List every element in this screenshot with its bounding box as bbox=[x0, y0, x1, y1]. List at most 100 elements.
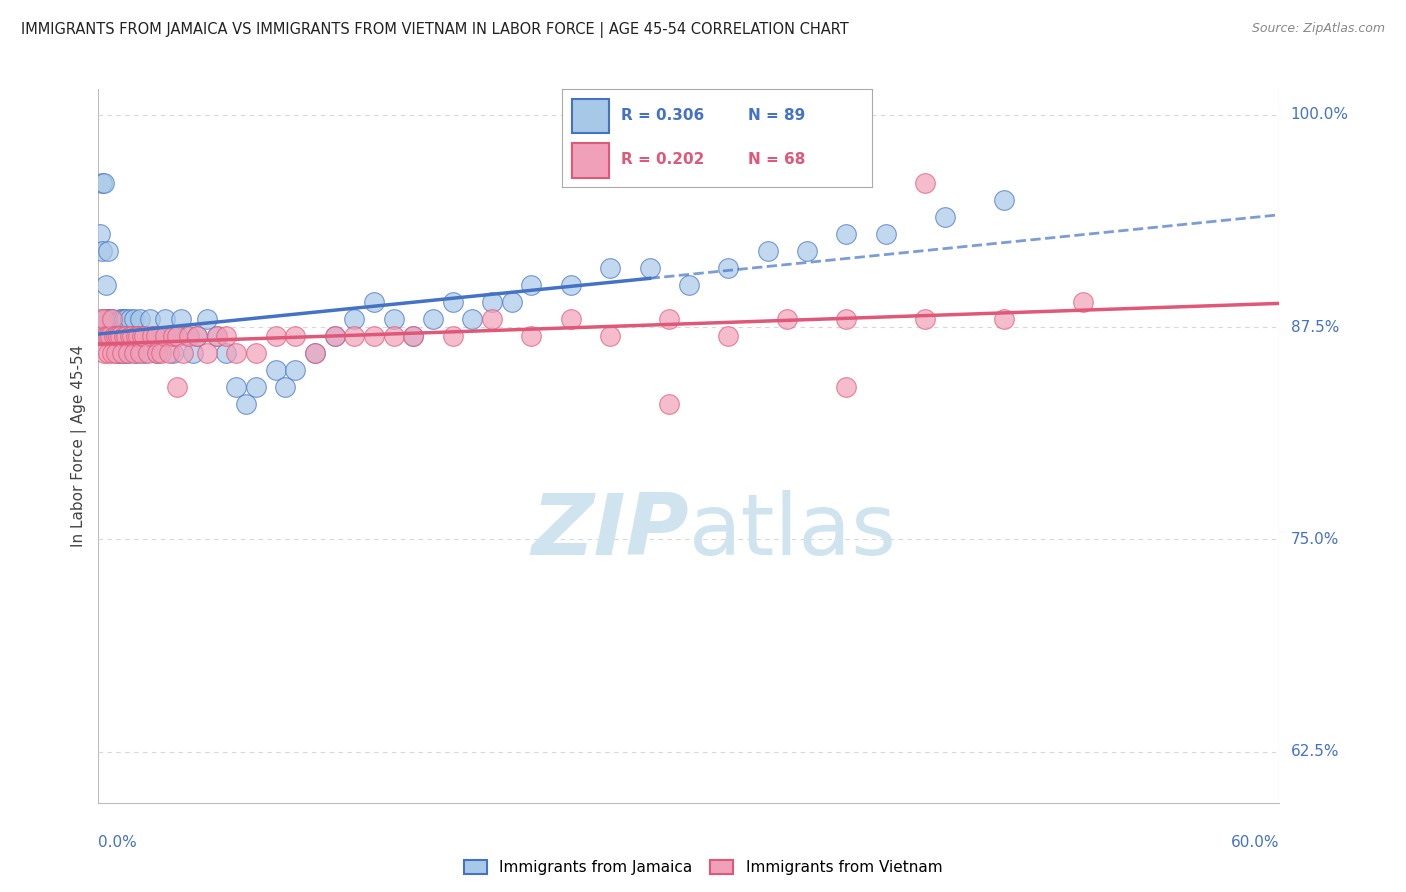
Point bbox=[225, 379, 247, 393]
Point bbox=[638, 260, 661, 275]
Point bbox=[141, 328, 163, 343]
Point bbox=[304, 345, 326, 359]
Point bbox=[105, 328, 128, 343]
Text: Source: ZipAtlas.com: Source: ZipAtlas.com bbox=[1251, 22, 1385, 36]
Point bbox=[122, 311, 145, 326]
Point bbox=[875, 227, 897, 241]
Point bbox=[97, 244, 120, 258]
Point bbox=[136, 345, 159, 359]
Point bbox=[96, 328, 118, 343]
Point bbox=[157, 345, 180, 359]
Point bbox=[157, 328, 180, 343]
Point bbox=[176, 328, 198, 343]
Point bbox=[150, 328, 173, 343]
Point bbox=[717, 328, 740, 343]
Point bbox=[89, 227, 111, 241]
Point bbox=[108, 345, 131, 359]
Point bbox=[117, 345, 139, 359]
Point bbox=[264, 328, 287, 343]
Point bbox=[111, 311, 134, 326]
Point bbox=[127, 328, 149, 343]
Text: N = 68: N = 68 bbox=[748, 153, 806, 168]
Point bbox=[520, 277, 543, 292]
Point bbox=[186, 328, 208, 343]
Point bbox=[422, 311, 444, 326]
Point bbox=[128, 311, 150, 326]
Point bbox=[131, 328, 153, 343]
Point bbox=[96, 277, 118, 292]
Point bbox=[107, 328, 129, 343]
Point bbox=[112, 311, 135, 326]
Point bbox=[323, 328, 346, 343]
Point bbox=[89, 311, 111, 326]
Point bbox=[93, 311, 115, 326]
Point bbox=[155, 311, 177, 326]
Point bbox=[343, 328, 366, 343]
Point bbox=[98, 328, 121, 343]
Point bbox=[93, 345, 115, 359]
Text: 87.5%: 87.5% bbox=[1291, 319, 1339, 334]
FancyBboxPatch shape bbox=[572, 143, 609, 178]
Point bbox=[993, 193, 1015, 207]
Point bbox=[274, 379, 297, 393]
Point bbox=[441, 328, 464, 343]
Point bbox=[107, 345, 129, 359]
Point bbox=[103, 328, 125, 343]
Text: atlas: atlas bbox=[689, 490, 897, 574]
Point bbox=[101, 328, 124, 343]
Text: N = 89: N = 89 bbox=[748, 108, 806, 123]
Point bbox=[796, 244, 818, 258]
Point bbox=[835, 379, 858, 393]
Point bbox=[264, 362, 287, 376]
Point bbox=[172, 345, 194, 359]
Point bbox=[402, 328, 425, 343]
Point bbox=[181, 345, 204, 359]
Point bbox=[118, 311, 141, 326]
Point bbox=[96, 328, 118, 343]
Point bbox=[105, 328, 128, 343]
Point bbox=[125, 345, 148, 359]
Point bbox=[107, 328, 129, 343]
Point bbox=[105, 328, 128, 343]
Point bbox=[112, 345, 135, 359]
Point bbox=[934, 210, 956, 224]
Point bbox=[215, 328, 238, 343]
Point bbox=[146, 345, 169, 359]
Point bbox=[101, 345, 124, 359]
Point bbox=[162, 345, 184, 359]
Point bbox=[560, 311, 582, 326]
Point bbox=[304, 345, 326, 359]
Text: 75.0%: 75.0% bbox=[1291, 532, 1339, 547]
Point bbox=[91, 244, 114, 258]
Point bbox=[441, 294, 464, 309]
Point bbox=[205, 328, 228, 343]
Point bbox=[127, 328, 149, 343]
Point bbox=[91, 328, 114, 343]
Point bbox=[658, 311, 681, 326]
Point bbox=[98, 328, 121, 343]
Point bbox=[131, 328, 153, 343]
Point bbox=[195, 311, 218, 326]
Point bbox=[145, 328, 167, 343]
Point bbox=[170, 311, 193, 326]
Point bbox=[117, 328, 139, 343]
Y-axis label: In Labor Force | Age 45-54: In Labor Force | Age 45-54 bbox=[72, 345, 87, 547]
Point bbox=[97, 311, 120, 326]
Point bbox=[97, 345, 120, 359]
Point bbox=[501, 294, 523, 309]
Text: R = 0.202: R = 0.202 bbox=[621, 153, 704, 168]
Point bbox=[166, 379, 188, 393]
Text: ZIP: ZIP bbox=[531, 490, 689, 574]
Point bbox=[93, 311, 115, 326]
Text: IMMIGRANTS FROM JAMAICA VS IMMIGRANTS FROM VIETNAM IN LABOR FORCE | AGE 45-54 CO: IMMIGRANTS FROM JAMAICA VS IMMIGRANTS FR… bbox=[21, 22, 849, 38]
Point bbox=[132, 328, 155, 343]
Point bbox=[776, 311, 799, 326]
Point bbox=[91, 176, 114, 190]
Point bbox=[481, 311, 503, 326]
Point bbox=[215, 345, 238, 359]
Point bbox=[101, 311, 124, 326]
Point bbox=[560, 277, 582, 292]
Point bbox=[93, 328, 115, 343]
Point bbox=[155, 328, 177, 343]
FancyBboxPatch shape bbox=[572, 99, 609, 133]
